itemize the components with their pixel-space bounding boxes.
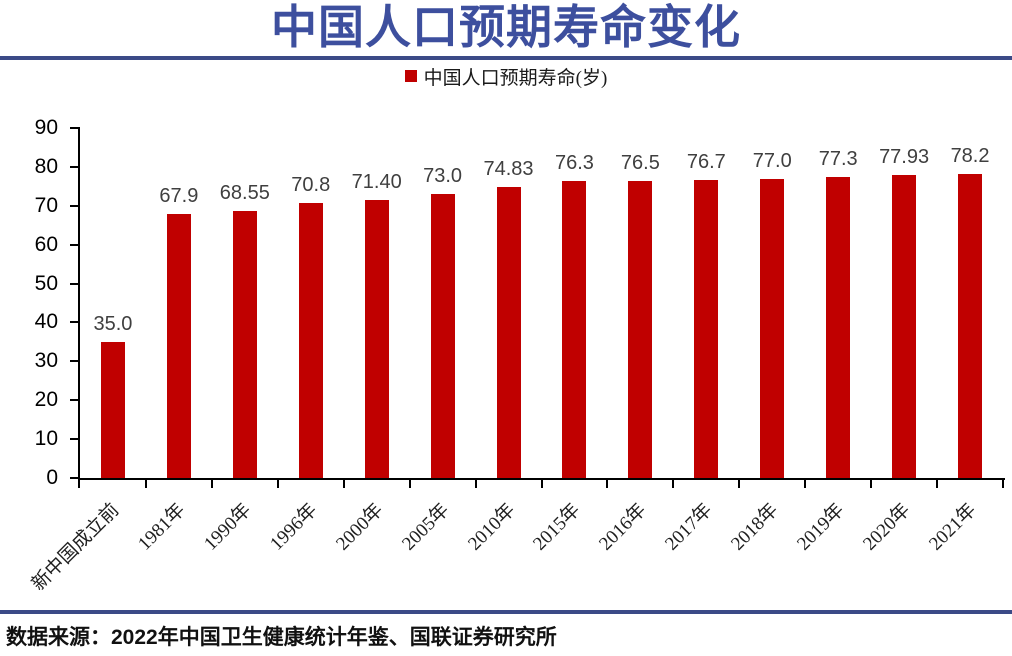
bar xyxy=(100,341,125,478)
bar xyxy=(496,186,521,478)
footer-divider-line xyxy=(0,610,1012,614)
y-axis-tick-label: 0 xyxy=(46,466,58,489)
y-axis-tick-label: 80 xyxy=(34,154,58,178)
bar xyxy=(628,180,653,478)
data-source-note: 数据来源：2022年中国卫生健康统计年鉴、国联证券研究所 xyxy=(6,626,557,649)
bar-value-label: 68.55 xyxy=(219,182,270,205)
bar-value-label: 74.83 xyxy=(483,157,534,180)
bar xyxy=(892,174,917,478)
bar xyxy=(430,194,455,478)
y-axis-tick-label: 50 xyxy=(34,271,58,295)
bar xyxy=(232,211,257,478)
legend-label: 中国人口预期寿命(岁) xyxy=(423,67,608,89)
x-axis-category-label: 2020年 xyxy=(859,499,915,555)
x-axis-tick xyxy=(936,480,939,488)
y-axis-tick-label: 40 xyxy=(34,310,58,334)
bar-value-label: 77.3 xyxy=(818,148,858,171)
bar xyxy=(298,202,323,478)
bar-value-label: 78.2 xyxy=(950,144,990,167)
x-axis-tick xyxy=(672,480,675,488)
y-axis-line xyxy=(78,127,80,480)
y-axis-tick xyxy=(70,165,79,168)
y-axis-tick xyxy=(70,321,79,324)
y-axis-tick xyxy=(70,127,79,129)
y-axis-tick xyxy=(70,360,79,363)
x-axis-category-label: 1990年 xyxy=(200,499,256,555)
x-axis-tick xyxy=(804,480,807,488)
bar-value-label: 70.8 xyxy=(291,173,331,196)
x-axis-category-label: 2021年 xyxy=(925,499,981,555)
bar xyxy=(364,200,389,478)
x-axis-category-label: 2000年 xyxy=(331,499,388,555)
x-axis-category-label: 1996年 xyxy=(265,499,322,555)
chart-legend: 中国人口预期寿命(岁) xyxy=(0,63,1012,89)
x-axis-category-label: 2018年 xyxy=(727,499,783,555)
bar xyxy=(958,173,983,478)
y-axis-tick xyxy=(70,282,79,285)
x-axis-category-label: 2010年 xyxy=(463,499,519,555)
x-axis-tick xyxy=(870,480,873,488)
y-axis-tick xyxy=(70,438,79,441)
x-axis-category-label: 2015年 xyxy=(529,499,585,555)
x-axis-category-label: 2017年 xyxy=(661,499,717,555)
bar-value-label: 77.0 xyxy=(752,149,792,172)
y-axis-tick-label: 60 xyxy=(34,232,58,256)
x-axis-category-label: 新中国成立前 xyxy=(27,499,124,596)
x-axis-tick xyxy=(342,480,345,488)
bar-value-label: 71.40 xyxy=(351,171,402,194)
y-axis-tick-label: 20 xyxy=(34,388,58,412)
y-axis-tick xyxy=(70,204,79,207)
x-axis-category-label: 2005年 xyxy=(397,499,453,555)
bar xyxy=(166,213,191,478)
x-axis-tick xyxy=(144,480,147,488)
x-axis-line xyxy=(78,478,1005,480)
bar-value-label: 76.5 xyxy=(620,151,660,174)
y-axis-tick xyxy=(70,477,79,479)
bar-value-label: 77.93 xyxy=(879,145,930,168)
bar xyxy=(694,179,719,478)
y-axis-tick-label: 30 xyxy=(34,349,58,373)
y-axis-tick xyxy=(70,399,79,402)
bar-value-label: 35.0 xyxy=(93,312,133,335)
y-axis-tick-label: 70 xyxy=(34,193,58,217)
x-axis-tick xyxy=(276,480,279,488)
x-axis-tick xyxy=(540,480,543,488)
x-axis-tick xyxy=(606,480,609,488)
x-axis-tick xyxy=(474,480,477,488)
y-axis-tick xyxy=(70,243,79,246)
page-title: 中国人口预期寿命变化 xyxy=(271,1,741,53)
bar-value-label: 73.0 xyxy=(423,165,463,188)
x-axis-tick xyxy=(210,480,213,488)
x-axis-tick xyxy=(78,480,80,488)
title-divider-line xyxy=(0,56,1012,60)
x-axis-category-label: 1981年 xyxy=(134,499,190,555)
bar-value-label: 76.3 xyxy=(554,152,594,175)
x-axis-tick xyxy=(1002,480,1004,488)
bar xyxy=(826,177,851,478)
x-axis-category-label: 2016年 xyxy=(595,499,651,555)
bar xyxy=(760,178,785,478)
bar-value-label: 67.9 xyxy=(159,184,199,207)
x-axis-category-label: 2019年 xyxy=(793,499,849,555)
x-axis-tick xyxy=(738,480,741,488)
y-axis-tick-label: 90 xyxy=(34,116,58,139)
bar-value-label: 76.7 xyxy=(686,150,726,173)
y-axis-tick-label: 10 xyxy=(34,427,58,451)
x-axis-tick xyxy=(408,480,411,488)
legend-marker-icon xyxy=(404,70,417,82)
bar xyxy=(562,181,587,478)
